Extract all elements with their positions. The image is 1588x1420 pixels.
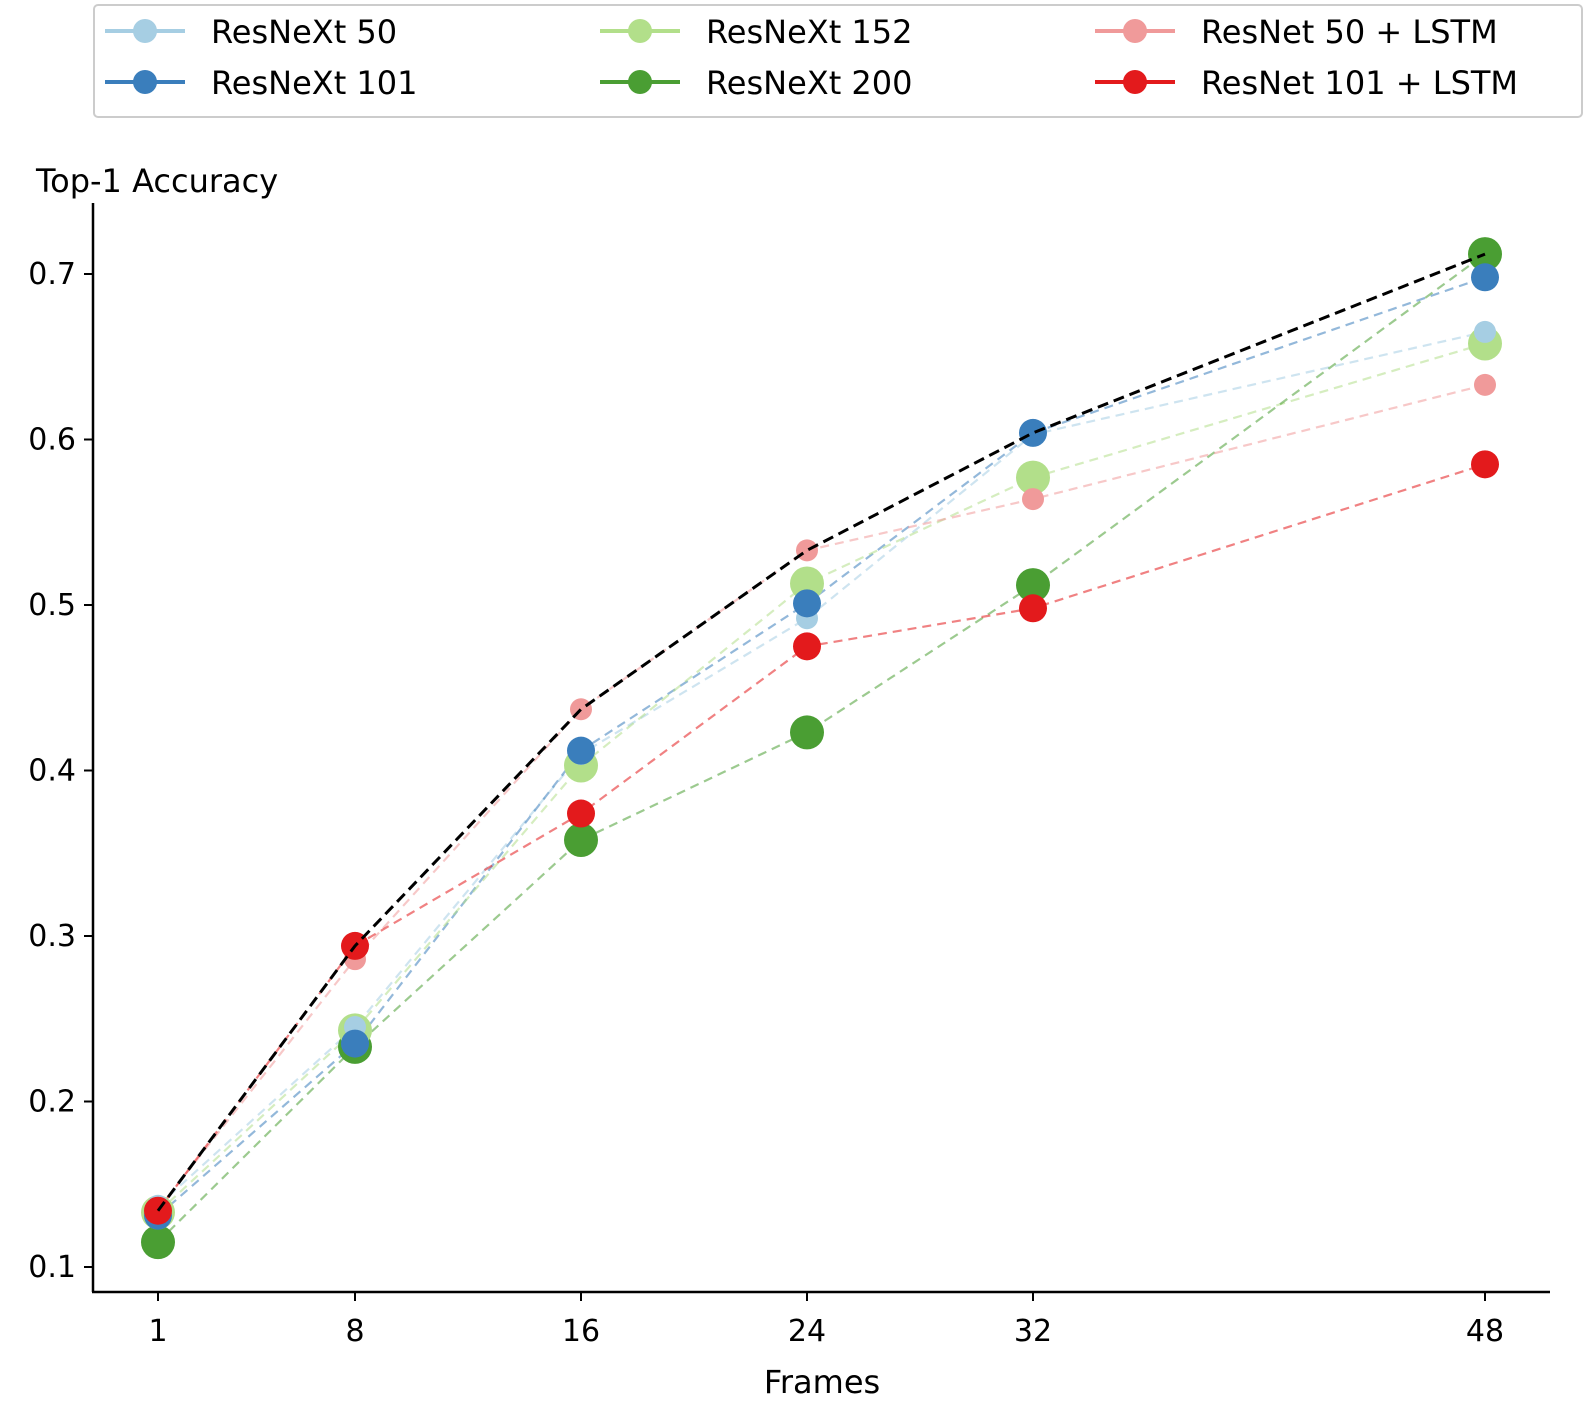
series-line-3 <box>157 253 1486 1243</box>
x-axis-title: Frames <box>764 1363 880 1401</box>
legend-label-2: ResNeXt 152 <box>706 13 913 51</box>
data-point-series-5 <box>793 632 821 661</box>
data-point-series-1 <box>341 1029 369 1058</box>
data-point-series-5 <box>1471 450 1499 479</box>
data-point-series-4 <box>1474 373 1496 396</box>
x-tick-label: 1 <box>148 1314 167 1349</box>
y-tick-label: 0.1 <box>28 1250 76 1285</box>
legend-marker-4 <box>1123 19 1147 43</box>
data-point-series-5 <box>1019 594 1047 623</box>
data-point-series-3 <box>141 1225 175 1260</box>
data-point-series-1 <box>1019 418 1047 447</box>
y-tick-label: 0.5 <box>28 588 76 623</box>
data-point-series-0 <box>1474 320 1496 343</box>
legend-frame <box>93 4 1583 118</box>
data-point-series-4 <box>796 539 818 562</box>
data-point-series-2 <box>1016 460 1050 495</box>
best-accuracy-line <box>156 252 1486 1212</box>
y-tick-label: 0.6 <box>28 423 76 458</box>
y-tick-label: 0.3 <box>28 919 76 954</box>
data-point-series-3 <box>790 715 824 750</box>
data-point-series-1 <box>1471 263 1499 292</box>
series-line-0 <box>157 330 1486 1207</box>
series-line-4 <box>157 383 1486 1210</box>
legend: ResNeXt 50 ResNeXt 101 ResNeXt 152 ResNeXt … <box>93 4 1583 118</box>
x-tick-label: 8 <box>345 1314 364 1349</box>
series-line-2 <box>157 342 1486 1214</box>
legend-label-0: ResNeXt 50 <box>211 13 397 51</box>
data-point-series-3 <box>564 823 598 858</box>
plot-area <box>141 237 1502 1260</box>
y-tick-label: 0.2 <box>28 1085 76 1120</box>
legend-marker-2 <box>628 19 652 43</box>
x-tick-label: 48 <box>1466 1314 1504 1349</box>
legend-label-5: ResNet 101 + LSTM <box>1201 64 1518 102</box>
data-point-series-4 <box>1022 488 1044 511</box>
y-tick-label: 0.4 <box>28 754 76 789</box>
data-point-series-1 <box>567 736 595 765</box>
data-point-series-1 <box>793 589 821 618</box>
x-tick-label: 16 <box>562 1314 600 1349</box>
series-line-1 <box>157 276 1486 1217</box>
data-point-series-3 <box>1016 568 1050 603</box>
y-axis-title: Top-1 Accuracy <box>35 162 278 200</box>
x-tick-label: 32 <box>1014 1314 1052 1349</box>
data-point-series-5 <box>567 799 595 828</box>
legend-marker-1 <box>133 70 157 94</box>
axes: 0.1 0.2 0.3 0.4 0.5 0.6 0.7 1 8 16 24 32 48 Top-1 A… <box>28 162 1550 1401</box>
legend-label-3: ResNeXt 200 <box>706 64 913 102</box>
y-tick-label: 0.7 <box>28 257 76 292</box>
legend-label-4: ResNet 50 + LSTM <box>1201 13 1498 51</box>
data-point-series-2 <box>790 566 824 601</box>
legend-label-1: ResNeXt 101 <box>211 64 418 102</box>
legend-marker-0 <box>133 19 157 43</box>
x-tick-label: 24 <box>788 1314 826 1349</box>
legend-marker-3 <box>628 70 652 94</box>
legend-marker-5 <box>1123 70 1147 94</box>
